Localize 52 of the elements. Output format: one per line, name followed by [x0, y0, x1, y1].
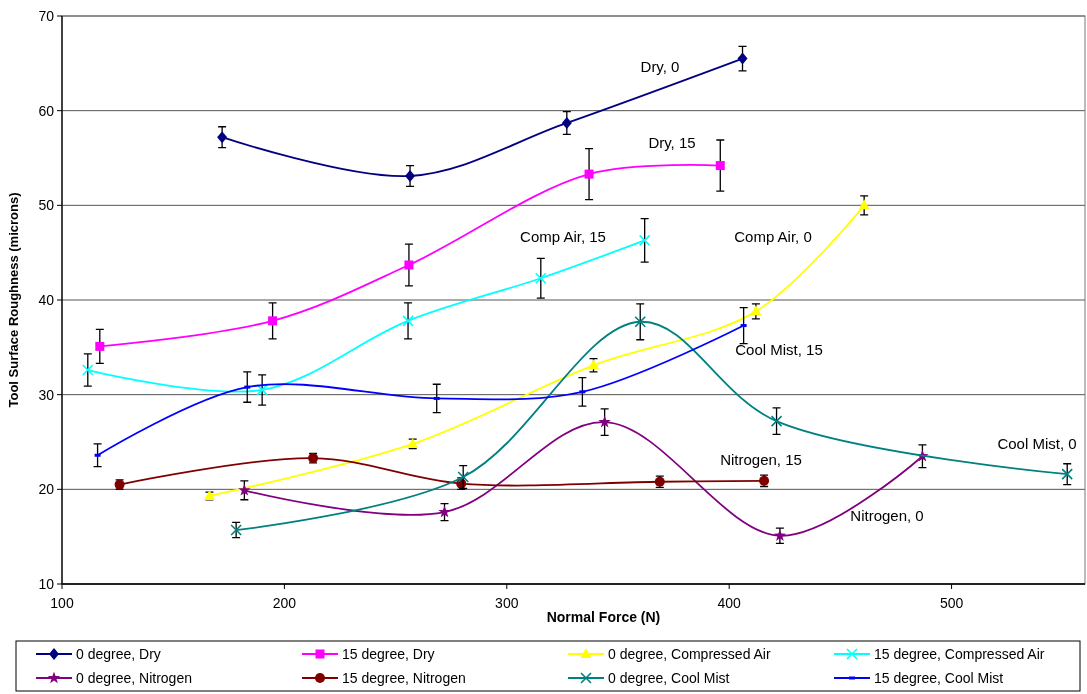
- y-tick-label: 60: [38, 102, 55, 119]
- y-tick-label: 70: [38, 7, 55, 24]
- point: [82, 364, 94, 376]
- point: [638, 234, 651, 247]
- point: [715, 161, 725, 171]
- point: [217, 131, 228, 144]
- legend-label: 15 degree, Nitrogen: [342, 669, 466, 686]
- point: [737, 52, 748, 65]
- point: [584, 169, 594, 179]
- x-tick-label: 300: [495, 595, 519, 611]
- point: [402, 315, 414, 327]
- y-tick-label: 50: [38, 197, 55, 214]
- point: [535, 272, 547, 285]
- point: [770, 415, 783, 427]
- point: [405, 169, 416, 182]
- annotation: Nitrogen, 15: [720, 451, 802, 469]
- annotation: Cool Mist, 15: [735, 341, 823, 359]
- point: [404, 260, 414, 270]
- point: [95, 341, 105, 351]
- y-tick-label: 40: [38, 291, 55, 308]
- point: [634, 315, 647, 328]
- annotation: Comp Air, 15: [520, 228, 606, 246]
- annotation: Comp Air, 0: [734, 228, 812, 246]
- x-tick-label: 200: [272, 595, 297, 611]
- y-tick-label: 20: [38, 481, 55, 498]
- x-axis-title: Normal Force (N): [546, 609, 661, 625]
- annotation: Dry, 0: [640, 58, 680, 76]
- point: [256, 384, 268, 396]
- point: [858, 199, 870, 210]
- annotation: Dry, 15: [648, 134, 696, 152]
- annotation: Nitrogen, 0: [850, 507, 924, 525]
- point: [750, 305, 762, 316]
- legend-label: 0 degree, Cool Mist: [608, 669, 730, 686]
- y-tick-label: 30: [38, 386, 55, 403]
- point: [238, 483, 251, 496]
- legend-label: 15 degree, Cool Mist: [874, 669, 1004, 686]
- point: [268, 316, 278, 326]
- annotation: Cool Mist, 0: [997, 435, 1077, 453]
- point: [457, 471, 469, 483]
- x-tick-label: 100: [50, 595, 74, 611]
- point: [561, 116, 572, 129]
- legend-label: 0 degree, Compressed Air: [608, 645, 771, 662]
- legend-label: 0 degree, Nitrogen: [76, 669, 192, 686]
- x-tick-label: 500: [939, 595, 964, 611]
- y-axis-title: Tool Surface Roughness (microns): [6, 192, 21, 408]
- y-tick-label: 10: [38, 575, 55, 592]
- x-tick-label: 400: [717, 595, 742, 611]
- legend-label: 0 degree, Dry: [76, 645, 161, 662]
- point: [1061, 468, 1074, 480]
- legend-label: 15 degree, Compressed Air: [874, 645, 1045, 662]
- point: [598, 415, 611, 428]
- legend-label: 15 degree, Dry: [342, 645, 435, 662]
